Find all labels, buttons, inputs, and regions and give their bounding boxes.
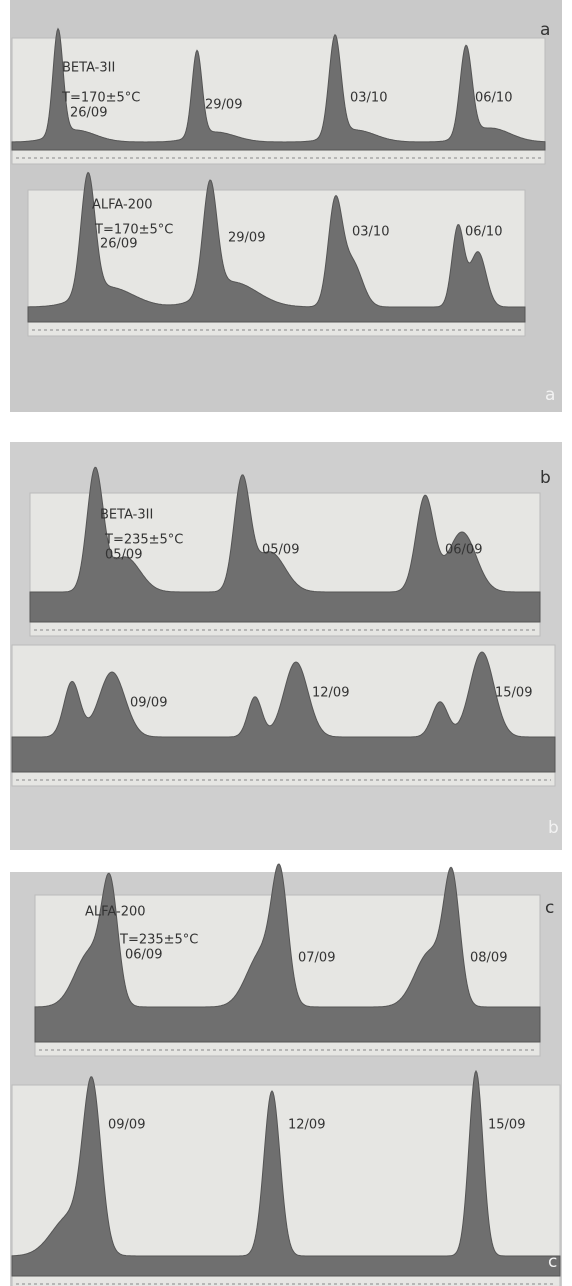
date-label: 26/09 [100, 237, 137, 252]
date-label: 06/09 [125, 948, 162, 963]
panel: ALFA-200 T=235±5°C06/09 07/09 08/09 09/09 12/… [10, 864, 562, 1286]
date-label: 05/09 [262, 543, 299, 558]
sample-label: BETA-3II [62, 61, 115, 76]
date-label: 06/09 [445, 543, 482, 558]
condition-label: T=235±5°C [104, 533, 183, 548]
sample-label: BETA-3II [100, 508, 153, 523]
date-label: 08/09 [470, 951, 507, 966]
panel-marker: c [548, 1252, 557, 1272]
panel-marker: a [545, 385, 555, 405]
panel-marker: b [540, 468, 551, 488]
date-label: 12/09 [288, 1118, 325, 1133]
condition-label: T=235±5°C [119, 933, 198, 948]
date-label: 15/09 [495, 686, 532, 701]
date-label: 15/09 [488, 1118, 525, 1133]
date-label: 09/09 [108, 1118, 145, 1133]
condition-label: T=170±5°C [94, 223, 173, 238]
date-label: 03/10 [350, 91, 387, 106]
date-label: 29/09 [228, 231, 265, 246]
sample-label: ALFA-200 [92, 198, 153, 213]
panel-marker: b [548, 818, 559, 838]
figure: BETA-3IIT=170±5°C26/0929/0903/1006/10ALF… [0, 0, 572, 1286]
date-label: 06/10 [475, 91, 512, 106]
panel-marker: c [545, 898, 554, 918]
sample-label: ALFA-200 [85, 905, 146, 920]
date-label: 06/10 [465, 225, 502, 240]
condition-label: T=170±5°C [61, 91, 140, 106]
date-label: 29/09 [205, 98, 242, 113]
date-label: 12/09 [312, 686, 349, 701]
date-label: 26/09 [70, 106, 107, 121]
date-label: 05/09 [105, 548, 142, 563]
panel-marker: a [540, 20, 550, 40]
date-label: 07/09 [298, 951, 335, 966]
date-label: 09/09 [130, 696, 167, 711]
date-label: 03/10 [352, 225, 389, 240]
